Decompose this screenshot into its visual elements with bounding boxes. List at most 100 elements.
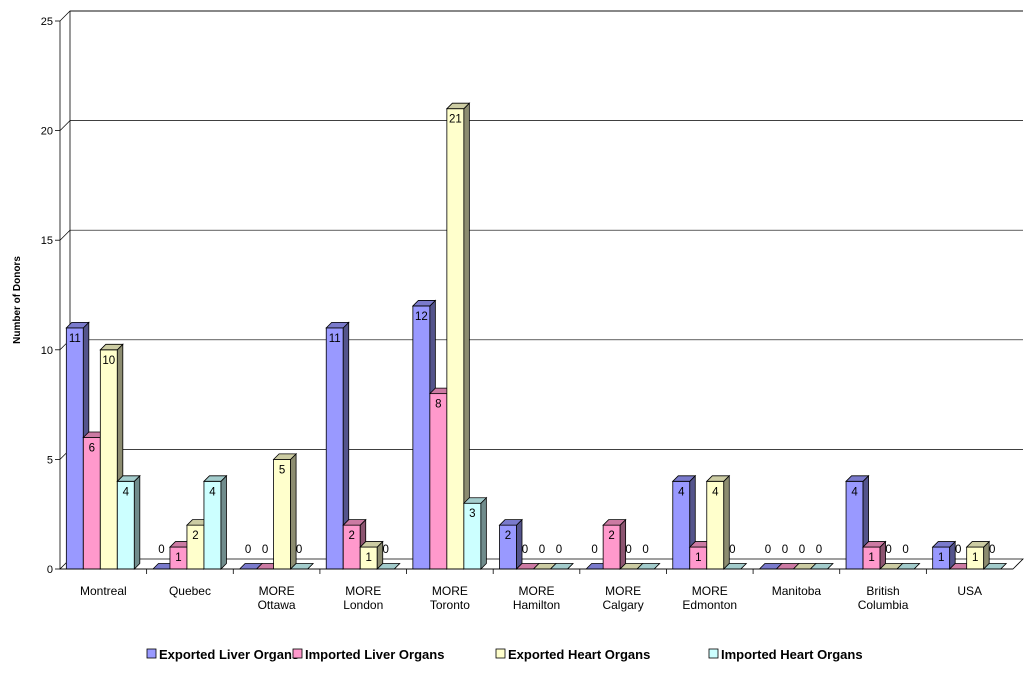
data-label: 0 (729, 544, 735, 556)
legend-item: Imported Heart Organs (708, 647, 863, 662)
bar (272, 452, 298, 570)
legend-item: Exported Heart Organs (495, 647, 650, 662)
data-label: 2 (608, 530, 614, 542)
bar (445, 102, 471, 570)
data-label: 6 (89, 442, 95, 454)
x-tick-label: MORE (605, 584, 641, 598)
legend-label: Imported Heart Organs (721, 647, 863, 662)
data-label: 0 (765, 544, 771, 556)
data-label: 4 (712, 486, 719, 498)
gridline (59, 449, 1023, 460)
legend-swatch (146, 648, 157, 659)
bar (602, 518, 627, 570)
x-tick-label: Ottawa (258, 598, 296, 612)
data-label: 0 (158, 544, 164, 556)
legend-item: Imported Liver Organs (292, 647, 444, 662)
data-label: 0 (799, 544, 805, 556)
y-axis-label: Number of Donors (12, 256, 23, 344)
data-label: 0 (296, 544, 302, 556)
x-tick-label: MORE (259, 584, 295, 598)
y-tick-label: 5 (47, 454, 53, 466)
data-label: 4 (851, 486, 858, 498)
bar (845, 474, 870, 570)
x-tick-label: Quebec (169, 584, 211, 598)
data-label: 2 (349, 530, 355, 542)
bar (498, 518, 523, 570)
data-label: 0 (625, 544, 631, 556)
x-tick-label: Montreal (80, 584, 127, 598)
x-tick-label: Toronto (430, 598, 470, 612)
data-label: 1 (175, 552, 181, 564)
data-label: 11 (329, 333, 341, 345)
data-label: 0 (556, 544, 562, 556)
data-label: 1 (868, 552, 874, 564)
data-label: 1 (972, 552, 978, 564)
legend-item: Exported Liver Organs (146, 647, 299, 662)
data-label: 3 (469, 508, 475, 520)
data-label: 2 (192, 530, 198, 542)
data-label: 5 (279, 464, 285, 476)
legend-swatch (292, 648, 303, 659)
legend: Exported Liver Organs Imported Liver Orga… (146, 647, 863, 662)
data-label: 0 (885, 544, 891, 556)
y-tick-label: 20 (41, 126, 53, 138)
x-tick-label: Edmonton (682, 598, 737, 612)
x-tick-label: Manitoba (772, 584, 822, 598)
y-axis: 0 5 10 15 20 25 (41, 16, 61, 576)
bar (862, 540, 887, 570)
data-label: 0 (642, 544, 648, 556)
data-label: 0 (522, 544, 528, 556)
data-label: 10 (102, 355, 115, 367)
data-label: 2 (505, 530, 511, 542)
y-tick-label: 10 (41, 345, 53, 357)
data-label: 4 (209, 486, 216, 498)
bar (462, 496, 488, 570)
y-tick-label: 25 (41, 16, 53, 28)
data-label: 0 (591, 544, 597, 556)
x-tick-label: Calgary (602, 598, 643, 612)
y-tick-label: 15 (41, 235, 53, 247)
x-tick-label: MORE (345, 584, 381, 598)
data-label: 4 (123, 486, 130, 498)
y-tick-label: 0 (47, 564, 53, 576)
data-label: 11 (69, 333, 81, 345)
data-label: 0 (245, 544, 251, 556)
data-label: 1 (695, 552, 701, 564)
legend-swatch (708, 648, 719, 659)
data-label: 0 (383, 544, 389, 556)
data-label: 0 (955, 544, 961, 556)
data-label: 0 (989, 544, 995, 556)
x-axis: Montreal Quebec MOREOttawaMORELondonMORETo… (60, 568, 1013, 612)
bar (116, 474, 141, 570)
bar (359, 540, 384, 570)
x-tick-label: MORE (692, 584, 728, 598)
x-tick-label: MORE (519, 584, 555, 598)
data-label: 21 (449, 114, 462, 126)
gridline (59, 120, 1023, 131)
legend-label: Exported Liver Organs (159, 647, 299, 662)
gridline (59, 339, 1023, 351)
x-tick-label: USA (957, 584, 982, 598)
data-label: 0 (782, 544, 788, 556)
bar (705, 474, 731, 570)
data-label: 8 (435, 399, 441, 411)
legend-swatch (495, 648, 506, 659)
data-label: 0 (902, 544, 908, 556)
data-label: 1 (366, 552, 372, 564)
data-label: 12 (415, 311, 428, 323)
legend-label: Imported Liver Organs (305, 647, 444, 662)
data-label: 4 (678, 486, 685, 498)
x-tick-label: Hamilton (513, 598, 560, 612)
x-tick-label: British (866, 584, 899, 598)
data-label: 0 (816, 544, 822, 556)
x-tick-label: Columbia (858, 598, 909, 612)
gridline (59, 229, 1023, 241)
gridline (59, 10, 1023, 22)
data-label: 0 (539, 544, 545, 556)
data-label: 1 (938, 552, 944, 564)
bar (549, 563, 574, 570)
x-tick-label: MORE (432, 584, 468, 598)
x-tick-label: London (343, 598, 383, 612)
